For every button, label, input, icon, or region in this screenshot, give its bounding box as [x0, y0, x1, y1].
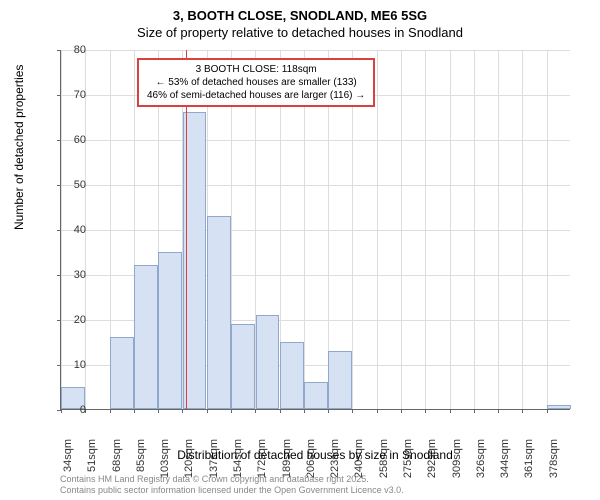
footer-line-1: Contains HM Land Registry data © Crown c…: [60, 474, 404, 485]
chart-title-sub: Size of property relative to detached ho…: [0, 23, 600, 40]
histogram-bar: [158, 252, 182, 410]
xtick-mark: [255, 409, 256, 413]
histogram-bar: [256, 315, 280, 410]
histogram-bar: [231, 324, 255, 410]
ytick-label: 40: [74, 224, 86, 236]
xtick-mark: [61, 409, 62, 413]
histogram-bar: [280, 342, 304, 410]
histogram-bar: [547, 405, 571, 410]
ytick-label: 30: [74, 269, 86, 281]
ytick-label: 60: [74, 134, 86, 146]
gridline-vertical: [450, 50, 451, 409]
y-axis-label: Number of detached properties: [12, 65, 26, 230]
xtick-mark: [547, 409, 548, 413]
xtick-mark: [352, 409, 353, 413]
xtick-mark: [110, 409, 111, 413]
footer-attribution: Contains HM Land Registry data © Crown c…: [60, 474, 404, 496]
x-axis-label: Distribution of detached houses by size …: [60, 448, 570, 462]
histogram-bar: [110, 337, 134, 409]
gridline-horizontal: [61, 50, 570, 51]
gridline-vertical: [377, 50, 378, 409]
callout-line-1: 3 BOOTH CLOSE: 118sqm: [147, 63, 365, 76]
xtick-mark: [328, 409, 329, 413]
ytick-label: 80: [74, 44, 86, 56]
xtick-mark: [425, 409, 426, 413]
ytick-label: 0: [80, 404, 86, 416]
gridline-vertical: [61, 50, 62, 409]
gridline-vertical: [547, 50, 548, 409]
ytick-label: 20: [74, 314, 86, 326]
xtick-mark: [182, 409, 183, 413]
gridline-horizontal: [61, 185, 570, 186]
gridline-horizontal: [61, 230, 570, 231]
xtick-mark: [522, 409, 523, 413]
histogram-bar: [328, 351, 352, 410]
footer-line-2: Contains public sector information licen…: [60, 485, 404, 496]
xtick-mark: [207, 409, 208, 413]
xtick-mark: [134, 409, 135, 413]
ytick-label: 50: [74, 179, 86, 191]
ytick-label: 10: [74, 359, 86, 371]
xtick-mark: [401, 409, 402, 413]
gridline-vertical: [401, 50, 402, 409]
histogram-bar: [207, 216, 231, 410]
gridline-vertical: [522, 50, 523, 409]
gridline-vertical: [474, 50, 475, 409]
callout-line-2: ← 53% of detached houses are smaller (13…: [147, 76, 365, 89]
xtick-mark: [280, 409, 281, 413]
xtick-mark: [304, 409, 305, 413]
xtick-mark: [158, 409, 159, 413]
xtick-mark: [377, 409, 378, 413]
chart-plot-area: 3 BOOTH CLOSE: 118sqm ← 53% of detached …: [60, 50, 570, 410]
callout-box: 3 BOOTH CLOSE: 118sqm ← 53% of detached …: [137, 58, 375, 107]
ytick-label: 70: [74, 89, 86, 101]
xtick-mark: [474, 409, 475, 413]
histogram-bar: [134, 265, 158, 409]
gridline-vertical: [498, 50, 499, 409]
histogram-bar: [304, 382, 328, 409]
xtick-mark: [450, 409, 451, 413]
callout-line-3: 46% of semi-detached houses are larger (…: [147, 89, 365, 102]
xtick-mark: [231, 409, 232, 413]
chart-title-main: 3, BOOTH CLOSE, SNODLAND, ME6 5SG: [0, 0, 600, 23]
xtick-mark: [498, 409, 499, 413]
gridline-horizontal: [61, 140, 570, 141]
gridline-vertical: [425, 50, 426, 409]
